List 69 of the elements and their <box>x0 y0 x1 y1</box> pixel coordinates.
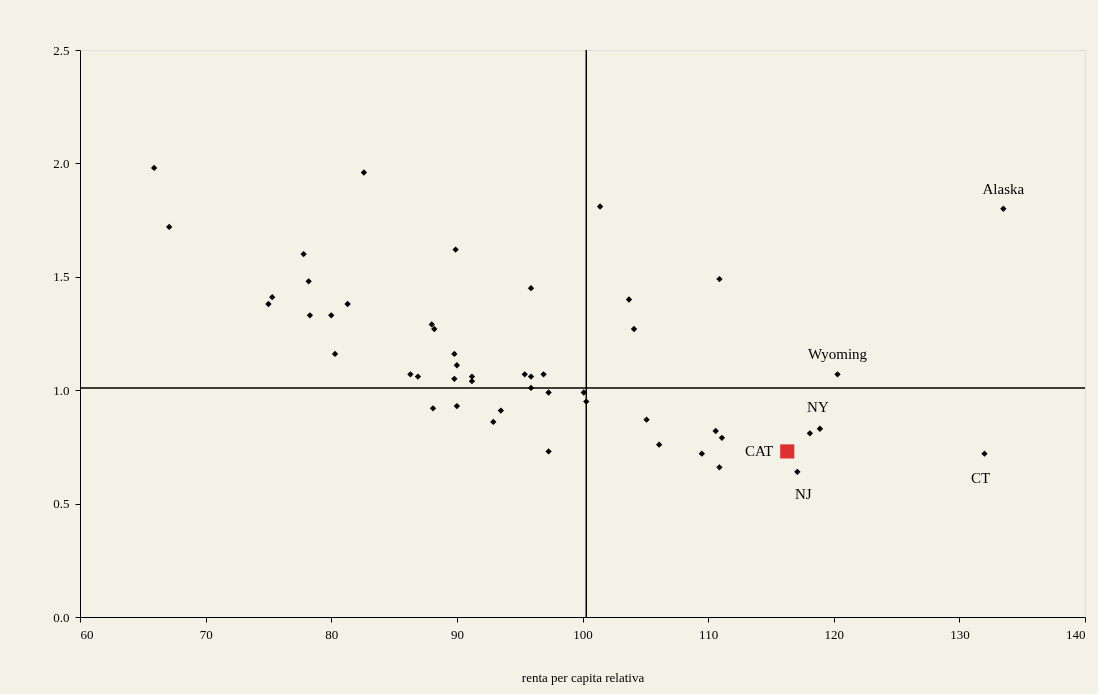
x-tick-label: 100 <box>573 626 593 642</box>
point <box>306 312 314 319</box>
point <box>527 373 535 380</box>
point <box>545 448 552 455</box>
x-tick-label: 130 <box>950 626 970 642</box>
point <box>265 300 272 308</box>
x-tick-label: 110 <box>699 626 719 642</box>
point <box>655 441 663 448</box>
point <box>806 430 814 437</box>
x-tick-label: 60 <box>80 626 94 642</box>
point <box>698 450 706 457</box>
annotation: NY <box>807 398 829 415</box>
point <box>431 325 438 333</box>
y-tick-label: 1.5 <box>53 269 70 285</box>
point <box>360 169 368 176</box>
point <box>468 377 476 385</box>
point <box>780 444 795 459</box>
point <box>451 375 458 383</box>
point <box>328 312 335 319</box>
point <box>643 416 650 423</box>
y-tick-label: 2.5 <box>53 42 70 58</box>
x-tick-label: 70 <box>199 626 213 642</box>
point <box>490 418 497 426</box>
point <box>407 371 414 378</box>
y-tick-label: 0.0 <box>53 609 70 625</box>
point <box>596 203 604 210</box>
point <box>166 223 173 231</box>
point <box>794 468 801 476</box>
x-tick-label: 80 <box>325 626 339 642</box>
annotation: CAT <box>744 443 774 460</box>
point <box>305 278 312 285</box>
x-axis-title: renta per capita relativa <box>521 669 645 685</box>
point <box>453 362 461 369</box>
point <box>1000 205 1007 212</box>
point <box>545 389 552 396</box>
point <box>630 325 638 333</box>
point <box>981 450 988 457</box>
point <box>521 371 528 378</box>
point <box>816 425 824 432</box>
annotation: Alaska <box>982 180 1025 197</box>
point <box>712 427 719 435</box>
point <box>451 350 458 358</box>
point <box>718 434 726 441</box>
y-tick-label: 2.0 <box>53 155 70 171</box>
point <box>452 246 459 253</box>
point <box>527 284 535 292</box>
point <box>300 250 307 258</box>
point <box>429 405 437 412</box>
point <box>497 407 505 414</box>
point <box>344 300 351 308</box>
annotation: NJ <box>794 485 812 502</box>
point <box>414 373 422 380</box>
y-tick-label: 1.0 <box>53 382 70 398</box>
point <box>269 294 276 301</box>
point <box>150 164 158 172</box>
point <box>453 402 461 410</box>
x-tick-label: 120 <box>824 626 844 642</box>
point <box>428 321 435 328</box>
point <box>331 350 339 358</box>
x-tick-label: 90 <box>450 626 464 642</box>
y-tick-label: 0.5 <box>53 496 70 512</box>
point <box>834 371 841 378</box>
point <box>716 464 723 471</box>
point <box>540 371 547 378</box>
x-tick-label: 140 <box>1066 626 1086 642</box>
point <box>716 275 723 283</box>
point <box>625 296 633 303</box>
annotation: Wyoming <box>807 346 868 363</box>
annotation: CT <box>970 469 991 486</box>
